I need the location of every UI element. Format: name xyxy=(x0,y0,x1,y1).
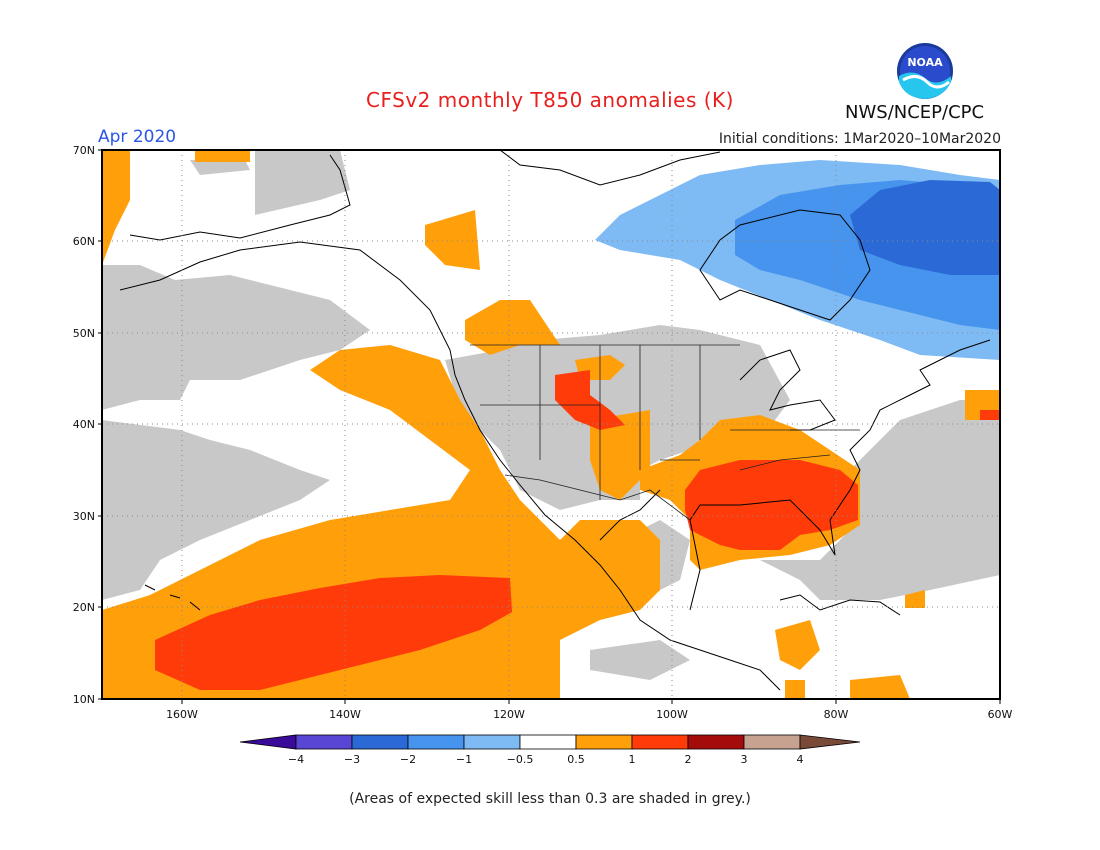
colorbar-label: −1 xyxy=(456,753,472,766)
lat-label-70n: 70N xyxy=(73,144,95,157)
colorbar-arrow-high xyxy=(799,734,861,750)
colorbar-bin xyxy=(631,734,689,750)
lon-label-140w: 140W xyxy=(329,708,361,721)
political-borders xyxy=(470,344,860,521)
lat-label-40n: 40N xyxy=(73,418,95,431)
colorbar-label: −0.5 xyxy=(507,753,534,766)
colorbar-arrow-low xyxy=(239,734,297,750)
colorbar-label: −3 xyxy=(344,753,360,766)
lat-label-30n: 30N xyxy=(73,510,95,523)
coastlines xyxy=(119,150,991,691)
map-title: CFSv2 monthly T850 anomalies (K) xyxy=(366,88,734,112)
negative-anomaly-regions xyxy=(595,160,1000,360)
anomaly-1-2 xyxy=(155,370,1000,690)
axis-ticks xyxy=(98,149,1001,704)
colorbar xyxy=(239,734,861,750)
colorbar-bin xyxy=(519,734,577,750)
colorbar-label: 3 xyxy=(741,753,748,766)
lat-label-10n: 10N xyxy=(73,693,95,706)
colorbar-label: 2 xyxy=(685,753,692,766)
colorbar-bin xyxy=(575,734,633,750)
colorbar-label: 4 xyxy=(797,753,804,766)
colorbar-label: −2 xyxy=(400,753,416,766)
noaa-logo: NOAA xyxy=(897,43,953,99)
lon-label-160w: 160W xyxy=(166,708,198,721)
colorbar-bin xyxy=(295,734,353,750)
colorbar-bin xyxy=(463,734,521,750)
colorbar-bin xyxy=(351,734,409,750)
colorbar-bin xyxy=(407,734,465,750)
forecast-period: Apr 2020 xyxy=(98,127,177,147)
lat-label-50n: 50N xyxy=(73,327,95,340)
skill-note: (Areas of expected skill less than 0.3 a… xyxy=(349,791,751,807)
initial-conditions: Initial conditions: 1Mar2020–10Mar2020 xyxy=(718,131,1001,147)
colorbar-label: 1 xyxy=(629,753,636,766)
lat-label-60n: 60N xyxy=(73,235,95,248)
colorbar-bin xyxy=(687,734,745,750)
lon-label-100w: 100W xyxy=(656,708,688,721)
colorbar-bin xyxy=(743,734,801,750)
lon-label-120w: 120W xyxy=(493,708,525,721)
colorbar-label: 0.5 xyxy=(567,753,585,766)
agency-label: NWS/NCEP/CPC xyxy=(845,102,985,123)
lon-label-60w: 60W xyxy=(988,708,1013,721)
logo-text: NOAA xyxy=(907,56,943,69)
lat-label-20n: 20N xyxy=(73,601,95,614)
lon-label-80w: 80W xyxy=(824,708,849,721)
anomaly-minus-2-3 xyxy=(850,180,1000,275)
colorbar-label: −4 xyxy=(288,753,304,766)
